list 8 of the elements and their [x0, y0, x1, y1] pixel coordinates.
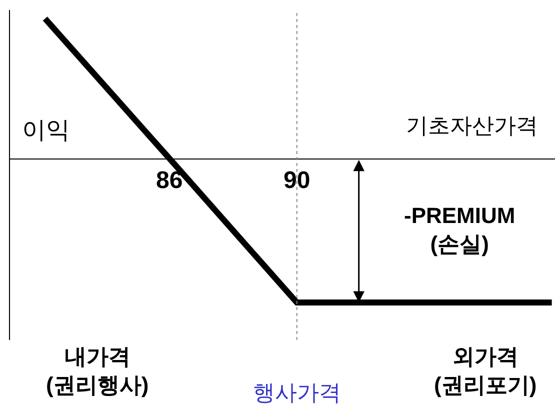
text: 외가격 (권리포기) — [434, 344, 537, 398]
x-axis-title: 기초자산가격 — [406, 113, 538, 138]
x-tick-label: 86 — [156, 167, 183, 194]
text: 내가격 (권리행사) — [46, 344, 149, 398]
x-tick-label: 90 — [283, 167, 310, 194]
annotation: -PREMIUM (손실) — [404, 203, 516, 257]
ref-line-label: 행사가격 — [253, 380, 341, 405]
y-axis-title: 이익 — [22, 117, 70, 144]
